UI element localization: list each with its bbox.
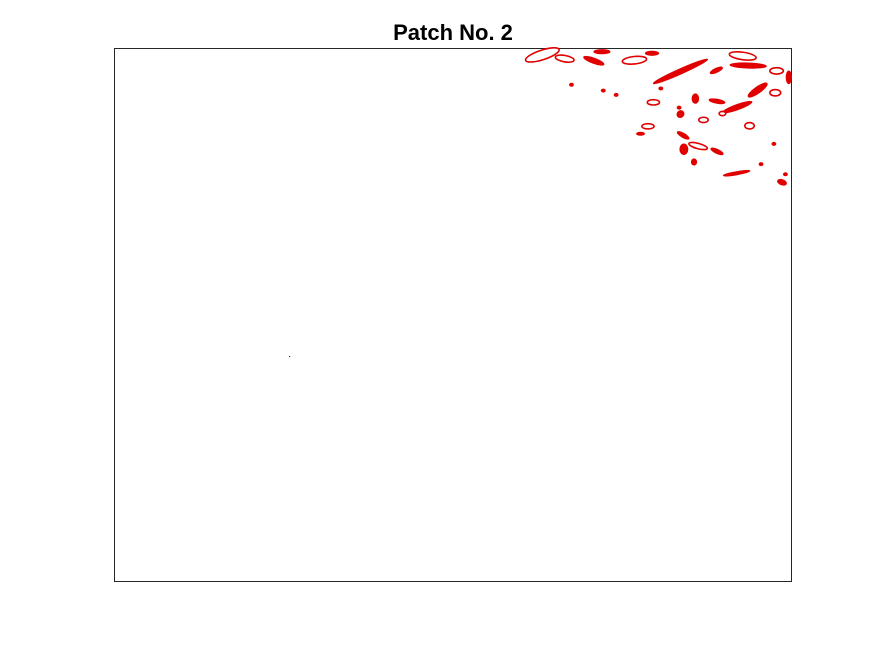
contour-mark-21 bbox=[697, 116, 710, 124]
contour-mark-6 bbox=[644, 50, 660, 56]
contour-mark-30 bbox=[777, 178, 787, 186]
contour-mark-9 bbox=[729, 62, 767, 69]
contour-mark-25 bbox=[688, 141, 709, 151]
contour-mark-3 bbox=[593, 49, 611, 55]
contour-mark-36 bbox=[658, 86, 664, 91]
contour-mark-39 bbox=[782, 172, 788, 177]
contour-mark-35 bbox=[613, 92, 619, 97]
contour-mark-17 bbox=[691, 93, 700, 104]
contour-mark-20 bbox=[676, 110, 685, 119]
contour-mark-12 bbox=[785, 70, 792, 85]
contour-marks bbox=[289, 46, 792, 358]
contour-mark-1 bbox=[524, 46, 560, 63]
contour-mark-29 bbox=[722, 169, 751, 177]
contour-mark-8 bbox=[728, 51, 757, 61]
contour-mark-18 bbox=[646, 98, 661, 106]
contour-mark-40 bbox=[289, 356, 291, 358]
contour-mark-24 bbox=[676, 131, 690, 140]
contour-mark-22 bbox=[718, 110, 727, 117]
contour-mark-27 bbox=[679, 143, 689, 155]
contour-mark-32 bbox=[676, 105, 682, 110]
contour-mark-31 bbox=[636, 131, 645, 136]
contour-mark-16 bbox=[708, 98, 726, 105]
chart-title: Patch No. 2 bbox=[393, 20, 513, 45]
contour-mark-28 bbox=[690, 158, 698, 166]
contour-mark-33 bbox=[569, 82, 574, 87]
contour-mark-13 bbox=[769, 88, 782, 97]
contour-mark-26 bbox=[710, 147, 724, 156]
contour-mark-14 bbox=[747, 82, 768, 98]
contour-mark-10 bbox=[769, 66, 785, 75]
contour-mark-23 bbox=[743, 121, 756, 130]
contour-mark-19 bbox=[641, 122, 655, 130]
contour-mark-38 bbox=[758, 162, 764, 167]
contour-mark-7 bbox=[652, 58, 709, 85]
contour-mark-2 bbox=[554, 54, 575, 63]
contour-mark-34 bbox=[600, 88, 606, 93]
contour-mark-11 bbox=[709, 66, 723, 75]
contour-mark-4 bbox=[583, 55, 605, 66]
contour-mark-37 bbox=[771, 141, 777, 146]
contour-mark-5 bbox=[621, 55, 648, 65]
plot-area bbox=[114, 48, 792, 582]
